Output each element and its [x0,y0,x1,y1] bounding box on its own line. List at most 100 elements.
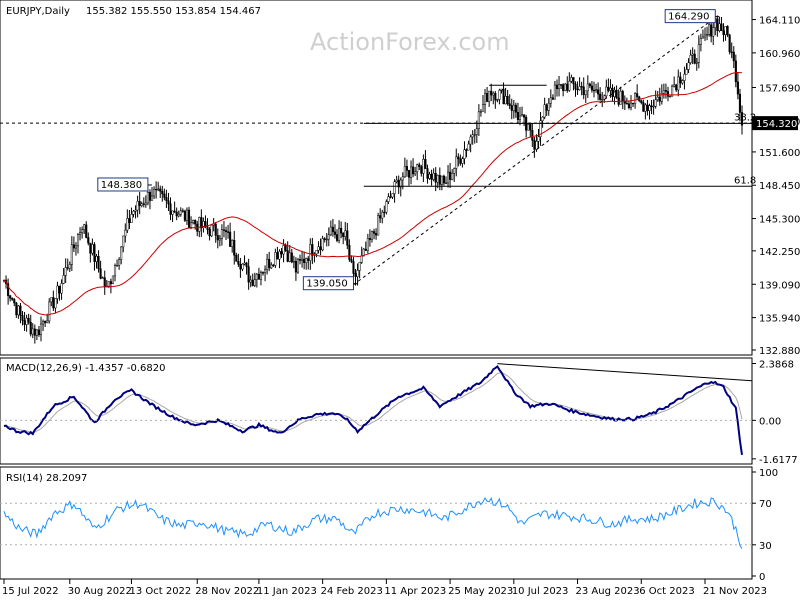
current-price-tag [752,116,798,131]
candle-body [586,83,589,92]
candle-body [471,134,474,138]
candle-body [481,104,485,112]
candle-body [547,102,550,111]
candle-body [438,175,441,185]
candle-body [677,76,680,91]
candle-body [329,226,332,236]
candle-body [529,124,532,131]
candle-body [720,23,723,32]
candle-body [44,321,47,323]
candle-body [621,91,624,102]
candle-body [422,159,425,174]
candle-body [142,203,145,205]
candle-body [601,99,604,101]
candle-body [442,175,445,184]
candle-body [72,244,75,249]
candle-body [370,231,374,240]
macd-tick-label: 0.00 [759,416,781,427]
candle-body [459,158,462,164]
candle-body [477,111,480,129]
rsi-tick-label: 70 [759,499,772,510]
candle-body [309,244,312,261]
candle-body [194,220,197,225]
candle-body [379,215,382,219]
candle-body [146,191,149,204]
candle-body [155,188,158,191]
candle-body [37,329,40,335]
candle-body [200,217,203,229]
price-tick-label: 142.250 [759,247,800,258]
candle-body [231,239,234,247]
candle-body [687,62,690,70]
candle-body [270,264,273,269]
candle-body [578,86,581,90]
candle-body [167,200,170,205]
price-tick-label: 160.960 [759,49,800,60]
moving-average-line [3,71,743,316]
candle-body [463,149,466,159]
date-tick-label: 15 Jul 2022 [2,586,59,597]
candle-body [407,170,411,178]
candle-body [222,229,226,231]
candle-body [549,97,552,104]
candle-body [432,172,435,180]
candle-body [280,251,283,255]
candle-body [95,256,98,262]
candle-body [671,85,674,97]
candle-body [658,96,661,102]
candle-body [218,238,221,241]
candle-body [148,191,152,201]
candle-body [261,272,265,274]
candle-body [728,34,731,53]
candle-body [701,36,704,39]
candle-body [171,210,174,215]
candle-body [734,60,737,83]
candle-body [375,233,378,236]
candle-body [39,323,43,335]
candle-body [15,302,18,316]
candle-body [9,295,12,299]
candle-body [594,89,598,91]
candle-body [206,226,209,230]
candle-body [531,129,534,141]
candle-body [377,215,380,236]
candle-body [652,105,655,108]
candle-body [35,329,38,336]
candle-body [348,244,351,260]
candle-body [185,209,189,221]
candle-body [138,200,141,206]
candle-body [118,259,121,266]
candle-body [124,229,127,237]
candle-body [76,234,80,247]
candle-body [360,255,363,263]
candle-body [502,88,505,105]
candle-body [461,158,464,164]
candle-body [553,84,556,100]
candle-body [107,281,110,287]
price-annotation-text: 164.290 [668,12,709,23]
candle-body [383,211,386,214]
candle-body [523,114,526,118]
candle-body [520,114,524,117]
price-tick-label: 135.940 [759,314,800,325]
candle-body [173,210,176,213]
candle-body [54,298,57,309]
candle-body [588,83,591,87]
candle-body [428,173,431,179]
symbol-label: EURJPY,Daily [6,6,70,17]
candle-body [516,111,519,120]
candle-body [245,262,248,267]
candle-body [364,248,367,251]
candle-body [99,268,102,279]
date-tick-label: 21 Nov 2023 [703,586,767,597]
candle-body [708,24,711,35]
candle-body [500,88,503,91]
candle-body [504,96,507,105]
candle-body [650,105,653,108]
candle-body [42,321,45,325]
candle-body [506,96,509,104]
candle-body [562,84,565,91]
candle-body [120,246,123,260]
candle-body [247,266,250,283]
